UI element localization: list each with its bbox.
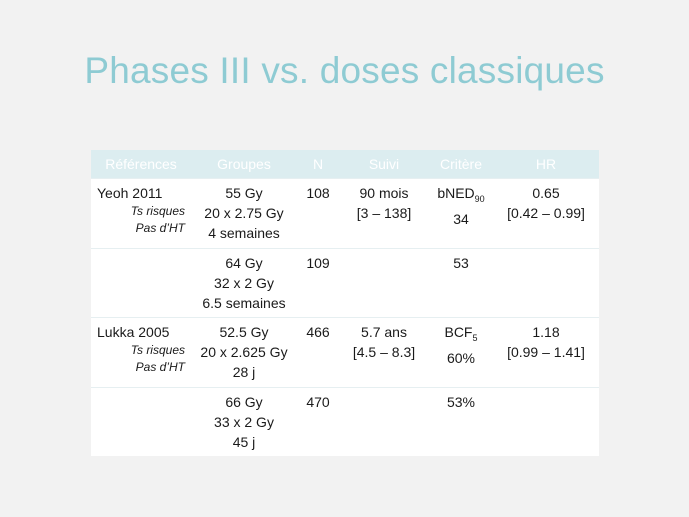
groupe-dose: 66 Gy bbox=[225, 394, 263, 410]
suivi-range: [3 – 138] bbox=[356, 205, 412, 221]
reference-note: Ts risques bbox=[130, 343, 185, 357]
cell-groupes: 52.5 Gy 20 x 2.625 Gy 28 j bbox=[191, 317, 297, 388]
hr-range: [0.99 – 1.41] bbox=[507, 344, 585, 360]
cell-hr: 1.18 [0.99 – 1.41] bbox=[493, 317, 599, 388]
suivi-value: 5.7 ans bbox=[361, 324, 407, 340]
header-hr: HR bbox=[493, 150, 599, 179]
cell-groupes: 55 Gy 20 x 2.75 Gy 4 semaines bbox=[191, 178, 297, 249]
cell-suivi bbox=[339, 248, 429, 318]
reference-name: Yeoh 2011 bbox=[97, 185, 163, 201]
header-groupes: Groupes bbox=[191, 150, 297, 179]
groupe-fraction: 20 x 2.75 Gy bbox=[204, 205, 284, 221]
cell-n: 470 bbox=[297, 387, 339, 456]
critere-label: bNED90 bbox=[437, 185, 485, 204]
cell-n: 466 bbox=[297, 317, 339, 388]
groupe-fraction: 20 x 2.625 Gy bbox=[200, 344, 288, 360]
cell-hr bbox=[493, 387, 599, 456]
cell-reference: Yeoh 2011 Ts risques Pas d’HT bbox=[91, 178, 191, 249]
groupe-duree: 45 j bbox=[232, 434, 256, 450]
groupe-dose: 52.5 Gy bbox=[219, 324, 269, 340]
cell-hr: 0.65 [0.42 – 0.99] bbox=[493, 178, 599, 249]
cell-critere: 53 bbox=[429, 248, 493, 318]
header-suivi: Suivi bbox=[339, 150, 429, 179]
cell-groupes: 66 Gy 33 x 2 Gy 45 j bbox=[191, 387, 297, 456]
hr-value: 1.18 bbox=[532, 324, 560, 340]
groupe-duree: 6.5 semaines bbox=[202, 295, 286, 311]
trials-table: Références Groupes N Suivi Critère HR Ye… bbox=[91, 150, 599, 456]
header-critere: Critère bbox=[429, 150, 493, 179]
header-references: Références bbox=[91, 150, 191, 179]
groupe-fraction: 33 x 2 Gy bbox=[214, 414, 274, 430]
groupe-dose: 64 Gy bbox=[225, 255, 263, 271]
groupe-fraction: 32 x 2 Gy bbox=[214, 275, 274, 291]
reference-name: Lukka 2005 bbox=[97, 324, 170, 340]
cell-suivi: 90 mois [3 – 138] bbox=[339, 178, 429, 249]
reference-note: Pas d’HT bbox=[135, 360, 185, 374]
cell-suivi: 5.7 ans [4.5 – 8.3] bbox=[339, 317, 429, 388]
groupe-duree: 4 semaines bbox=[208, 225, 280, 241]
suivi-value: 90 mois bbox=[359, 185, 409, 201]
cell-critere: bNED90 34 bbox=[429, 178, 493, 249]
cell-reference bbox=[91, 387, 191, 456]
critere-label: BCF5 bbox=[444, 324, 478, 343]
table-row: Yeoh 2011 Ts risques Pas d’HT 55 Gy 20 x… bbox=[91, 178, 599, 249]
groupe-duree: 28 j bbox=[232, 364, 256, 380]
reference-note: Ts risques bbox=[130, 204, 185, 218]
cell-suivi bbox=[339, 387, 429, 456]
cell-critere: BCF5 60% bbox=[429, 317, 493, 388]
cell-n: 109 bbox=[297, 248, 339, 318]
cell-n: 108 bbox=[297, 178, 339, 249]
table-header-row: Références Groupes N Suivi Critère HR bbox=[91, 150, 599, 179]
table-row: Lukka 2005 Ts risques Pas d’HT 52.5 Gy 2… bbox=[91, 317, 599, 388]
table-row: 66 Gy 33 x 2 Gy 45 j 470 53% bbox=[91, 387, 599, 456]
critere-value: 34 bbox=[453, 210, 469, 227]
cell-critere: 53% bbox=[429, 387, 493, 456]
hr-range: [0.42 – 0.99] bbox=[507, 205, 585, 221]
critere-value: 60% bbox=[446, 349, 476, 366]
cell-reference bbox=[91, 248, 191, 318]
cell-reference: Lukka 2005 Ts risques Pas d’HT bbox=[91, 317, 191, 388]
header-n: N bbox=[297, 150, 339, 179]
cell-hr bbox=[493, 248, 599, 318]
slide-title: Phases III vs. doses classiques bbox=[84, 50, 605, 91]
table-row: 64 Gy 32 x 2 Gy 6.5 semaines 109 53 bbox=[91, 248, 599, 318]
hr-value: 0.65 bbox=[532, 185, 560, 201]
cell-groupes: 64 Gy 32 x 2 Gy 6.5 semaines bbox=[191, 248, 297, 318]
groupe-dose: 55 Gy bbox=[225, 185, 263, 201]
reference-note: Pas d’HT bbox=[135, 221, 185, 235]
suivi-range: [4.5 – 8.3] bbox=[352, 344, 416, 360]
